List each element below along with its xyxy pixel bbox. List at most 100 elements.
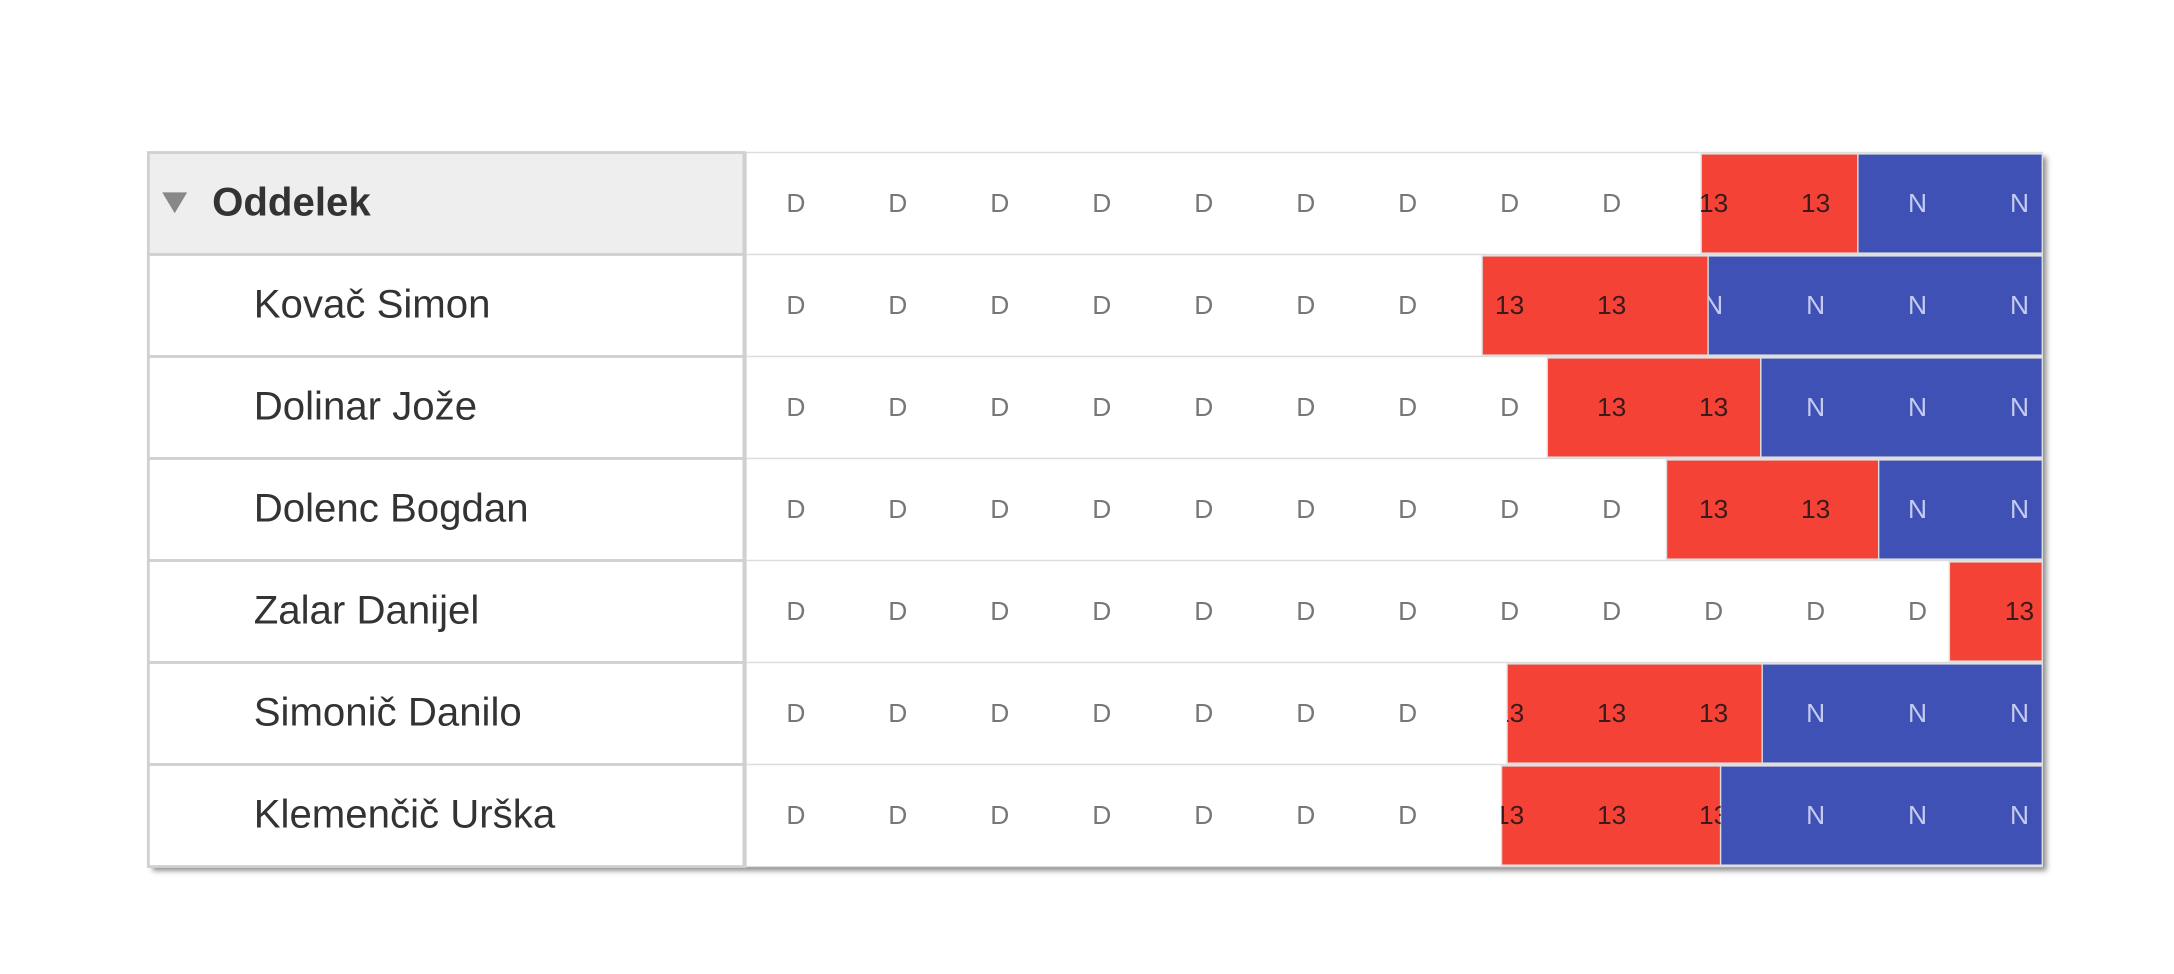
shift-cell: N xyxy=(1908,800,1927,830)
shift-cell: N xyxy=(2010,392,2029,422)
shift-cell: D xyxy=(1500,596,1519,626)
shift-cell: N xyxy=(1908,392,1927,422)
shift-cell: D xyxy=(1602,494,1621,524)
shift-cell: D xyxy=(1092,188,1111,218)
shift-cell: N xyxy=(1908,494,1927,524)
employee-name: Simonič Danilo xyxy=(254,690,522,735)
employee-name: Dolenc Bogdan xyxy=(254,486,529,531)
group-header-cell xyxy=(146,151,746,256)
shift-cell: N xyxy=(1908,698,1927,728)
shift-cell: N xyxy=(2010,290,2029,320)
shift-cell: N xyxy=(1908,290,1927,320)
shift-cell: D xyxy=(786,494,805,524)
shift-cell: 13 xyxy=(1495,290,1524,320)
shift-cell: D xyxy=(1194,596,1213,626)
shift-cell: D xyxy=(1398,188,1417,218)
shift-cell: D xyxy=(786,800,805,830)
shift-cell: D xyxy=(1398,698,1417,728)
name-cell xyxy=(146,661,746,766)
shift-cell: N xyxy=(2010,698,2029,728)
shift-cell: D xyxy=(1602,188,1621,218)
shift-block-day13 xyxy=(1506,663,1763,764)
shift-cell: D xyxy=(1398,392,1417,422)
shift-cell: D xyxy=(786,698,805,728)
shift-cell: D xyxy=(990,698,1009,728)
shift-block-day13 xyxy=(1948,561,2043,662)
shift-block-night xyxy=(1707,255,2043,356)
shift-cell: D xyxy=(1398,290,1417,320)
shift-cell: D xyxy=(1296,800,1315,830)
shift-block-night xyxy=(1719,765,2043,866)
shift-cell: N xyxy=(1908,188,1927,218)
name-cell xyxy=(146,559,746,664)
shift-cell: D xyxy=(1194,800,1213,830)
shift-cell: 13 xyxy=(1699,494,1728,524)
shift-cell: D xyxy=(990,392,1009,422)
shift-cell: D xyxy=(786,392,805,422)
shift-cell: N xyxy=(2010,800,2029,830)
shift-cell: D xyxy=(990,188,1009,218)
shift-cell: D xyxy=(1194,698,1213,728)
shift-cell: D xyxy=(990,290,1009,320)
shift-cell: 13 xyxy=(1699,800,1728,830)
shift-cell: 13 xyxy=(1495,698,1524,728)
shift-cell: 13 xyxy=(1699,188,1728,218)
shift-cell: D xyxy=(1908,596,1927,626)
shift-cell: 13 xyxy=(1597,698,1626,728)
shift-cell: N xyxy=(2010,188,2029,218)
shift-cell: 13 xyxy=(1597,800,1626,830)
shift-cell: D xyxy=(1296,698,1315,728)
shift-cell: 13 xyxy=(1597,290,1626,320)
shift-cell: D xyxy=(1296,392,1315,422)
shift-cell: D xyxy=(1296,596,1315,626)
employee-name: Zalar Danijel xyxy=(254,588,480,633)
employee-name: Klemenčič Urška xyxy=(254,792,556,837)
shift-cell: D xyxy=(1500,188,1519,218)
shift-cell: D xyxy=(1704,596,1723,626)
shift-cell: D xyxy=(888,698,907,728)
shift-cell: D xyxy=(990,596,1009,626)
shift-cell: D xyxy=(1398,494,1417,524)
group-label: Oddelek xyxy=(212,180,371,225)
shift-cell: 13 xyxy=(1699,392,1728,422)
shift-cell: D xyxy=(1296,494,1315,524)
employee-name: Kovač Simon xyxy=(254,282,491,327)
shift-cell: D xyxy=(1398,596,1417,626)
shift-cell: D xyxy=(888,392,907,422)
shift-cell: D xyxy=(1194,392,1213,422)
shift-cell: D xyxy=(1806,596,1825,626)
employee-name: Dolinar Jože xyxy=(254,384,477,429)
shift-cell: D xyxy=(1092,596,1111,626)
shift-cell: D xyxy=(786,290,805,320)
shift-cell: D xyxy=(990,800,1009,830)
shift-cell: D xyxy=(990,494,1009,524)
shift-cell: 13 xyxy=(2005,596,2034,626)
shift-cell: D xyxy=(888,596,907,626)
shift-block-day13 xyxy=(1700,153,1859,254)
shift-cell: D xyxy=(1296,290,1315,320)
shift-block-night xyxy=(1761,663,2043,764)
shift-cell: D xyxy=(888,494,907,524)
shift-cell: D xyxy=(1194,494,1213,524)
shift-cell: 13 xyxy=(1801,494,1830,524)
shift-cell: D xyxy=(786,188,805,218)
shift-cell: N xyxy=(2010,494,2029,524)
shift-cell: D xyxy=(888,188,907,218)
shift-block-night xyxy=(1857,153,2043,254)
shift-cell: D xyxy=(1398,800,1417,830)
shift-cell: D xyxy=(786,596,805,626)
timeline-row xyxy=(743,559,2043,664)
shift-cell: D xyxy=(1092,698,1111,728)
shift-cell: D xyxy=(888,800,907,830)
shift-cell: D xyxy=(1194,290,1213,320)
collapse-toggle[interactable] xyxy=(162,192,188,214)
shift-cell: 13 xyxy=(1495,800,1524,830)
shift-cell: 13 xyxy=(1597,392,1626,422)
shift-cell: D xyxy=(1500,392,1519,422)
shift-block-day13 xyxy=(1500,765,1722,866)
shift-cell: N xyxy=(1806,698,1825,728)
shift-cell: N xyxy=(1806,392,1825,422)
shift-cell: D xyxy=(1194,188,1213,218)
shift-cell: N xyxy=(1704,290,1723,320)
shift-cell: D xyxy=(1092,392,1111,422)
